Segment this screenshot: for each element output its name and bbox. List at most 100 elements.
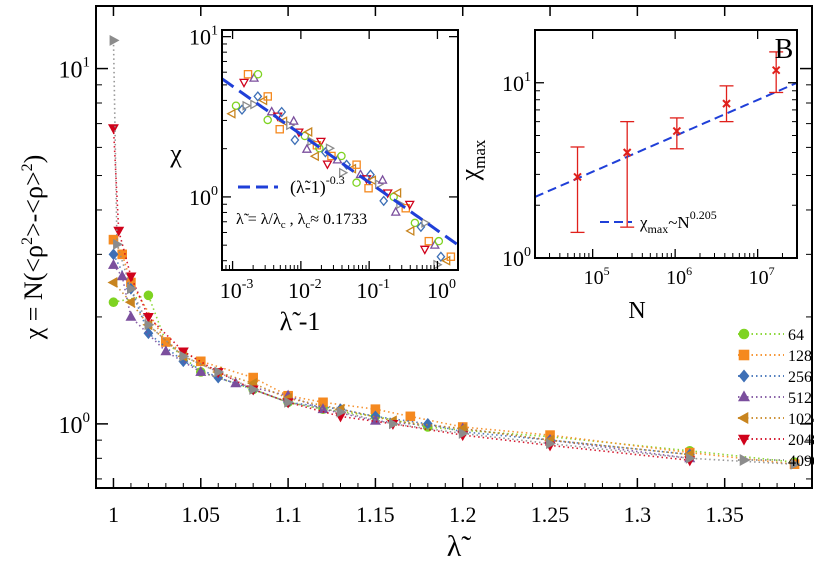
main-data-point (113, 226, 125, 237)
inset-left-data-point (243, 70, 253, 79)
inset-right-fit-legend: χmax~N0.205 (600, 208, 717, 236)
inset-right-marker-stroke (771, 65, 781, 75)
inset-left-data-point (404, 200, 415, 210)
inset-right-y-axis: 100 101 (502, 70, 797, 271)
main-plot: 1 1.05 1.1 1.15 1.2 1.25 1.3 1.35 100 101 λ̃ χ =… (19, 5, 814, 563)
inset-left-data-point (239, 78, 250, 88)
main-data-point (113, 238, 124, 250)
main-data-point (107, 258, 119, 269)
main-data-point (214, 366, 225, 378)
main-data-point (124, 296, 135, 308)
inset-left-data-point (226, 108, 236, 119)
main-x-tick-label: 1.1 (274, 502, 302, 527)
inset-left-data-point (309, 151, 319, 162)
main-data-point (458, 427, 469, 439)
inset-left-data-point (275, 124, 284, 134)
main-plot-frame (95, 5, 813, 489)
inset-left-fit-line (221, 77, 459, 247)
inset-left-y-axis-label: χ (169, 139, 182, 168)
inset-left-data-point (253, 91, 263, 102)
inset-left-data-point (410, 218, 420, 228)
main-data-point (107, 276, 118, 288)
inset-left-y-tick-label: 100 (189, 184, 218, 210)
main-x-tick-label: 1.15 (356, 502, 395, 527)
main-x-axis-label: λ̃ (447, 530, 472, 563)
main-data-point (116, 270, 128, 281)
inset-right-x-axis-label: N (628, 298, 645, 324)
inset-right-data-points (570, 51, 784, 234)
inset-left-y-tick-label: 101 (189, 24, 218, 50)
inset-right-marker-stroke (573, 172, 582, 182)
inset-left-data-point (446, 252, 456, 261)
inset-left-fit-legend: (λ̃-1)-0.3 (238, 173, 345, 198)
inset-left-data-point (424, 236, 434, 246)
legend-label: 64 (788, 327, 804, 344)
inset-right-data-point (722, 99, 731, 108)
main-data-point (336, 406, 347, 418)
inset-left-data-point (263, 115, 272, 125)
main-data-point (388, 418, 399, 430)
inset-left-x-tick-label: 10-2 (288, 277, 322, 303)
main-data-point (317, 403, 329, 414)
inset-left-data-point (434, 236, 444, 246)
legend-label: 2048 (788, 432, 814, 449)
legend-marker (738, 328, 750, 340)
main-data-point (142, 312, 154, 323)
main-data-point (405, 411, 416, 422)
inset-left-data-point (339, 167, 349, 178)
inset-left-data-point (436, 251, 446, 263)
main-y-axis-label: χ = N(<ρ2>-<ρ>2) (19, 155, 48, 341)
main-data-point (107, 124, 119, 135)
inset-right-x-tick-label: 105 (584, 264, 610, 289)
main-data-point (160, 345, 172, 356)
inset-right-marker-stroke (722, 99, 731, 108)
inset-left-x-axis: 10-3 10-2 10-1 100 (220, 30, 459, 303)
inset-right-data-point (672, 126, 682, 136)
inset-right-x-tick-label: 106 (666, 264, 692, 289)
inset-right-frame (534, 29, 798, 259)
main-data-point (109, 34, 120, 46)
main-y-axis: 100 101 (59, 55, 812, 480)
legend-label: 128 (788, 348, 812, 365)
main-series-line (112, 40, 795, 465)
main-data-point (127, 283, 137, 295)
inset-left-data-point (421, 217, 431, 229)
inset-left-data-point (266, 106, 277, 116)
inset-left-annotation: λ̃ = λ/λc , λc≈ 0.1733 (236, 211, 367, 231)
main-data-point (108, 297, 119, 308)
legend-label: 4096 (788, 453, 814, 470)
inset-right-x-tick-label: 107 (749, 264, 775, 289)
inset-left-x-tick-label: 100 (427, 277, 456, 303)
inset-left-x-tick-label: 10-1 (356, 277, 390, 303)
main-data-point (143, 290, 154, 301)
legend-label: 1024 (788, 411, 814, 428)
inset-right-data-point (622, 148, 632, 157)
inset-left-data-point (377, 174, 388, 184)
main-legend: 64 128 256 512 1024 2048 4096 (737, 327, 814, 470)
main-data-point (195, 365, 207, 376)
inset-left-data-point (263, 92, 273, 101)
inset-left-data-point (303, 126, 313, 137)
inset-left-data-point (231, 101, 241, 110)
inset-left-fit-label: (λ̃-1)-0.3 (290, 173, 345, 198)
inset-left-data-point (253, 70, 263, 79)
main-y-tick-label: 100 (59, 410, 91, 439)
panel-label: B (775, 34, 794, 65)
inset-left-data-point (337, 151, 346, 161)
inset-right-data-point (573, 172, 582, 182)
inset-left-data-point (322, 160, 333, 170)
inset-left-data-point (352, 178, 361, 187)
legend-label: 256 (788, 369, 812, 386)
inset-left-data-point (364, 183, 373, 193)
main-data-point (125, 272, 137, 283)
main-series-line (112, 239, 795, 465)
inset-left-chart: 10-3 10-2 10-1 100 100 101 (λ̃-1)-0.3 λ̃ = λ… (169, 24, 459, 336)
inset-right-y-axis-label: χmax (455, 139, 489, 181)
main-x-tick-label: 1.05 (182, 502, 221, 527)
main-x-tick-label: 1.25 (531, 502, 570, 527)
inset-left-y-axis: 100 101 (189, 24, 458, 262)
inset-left-data-points (226, 70, 456, 270)
main-data-points (107, 34, 801, 470)
inset-right-chart: 105 106 107 100 101 χmax~N0.205 N χmax B (455, 29, 798, 324)
